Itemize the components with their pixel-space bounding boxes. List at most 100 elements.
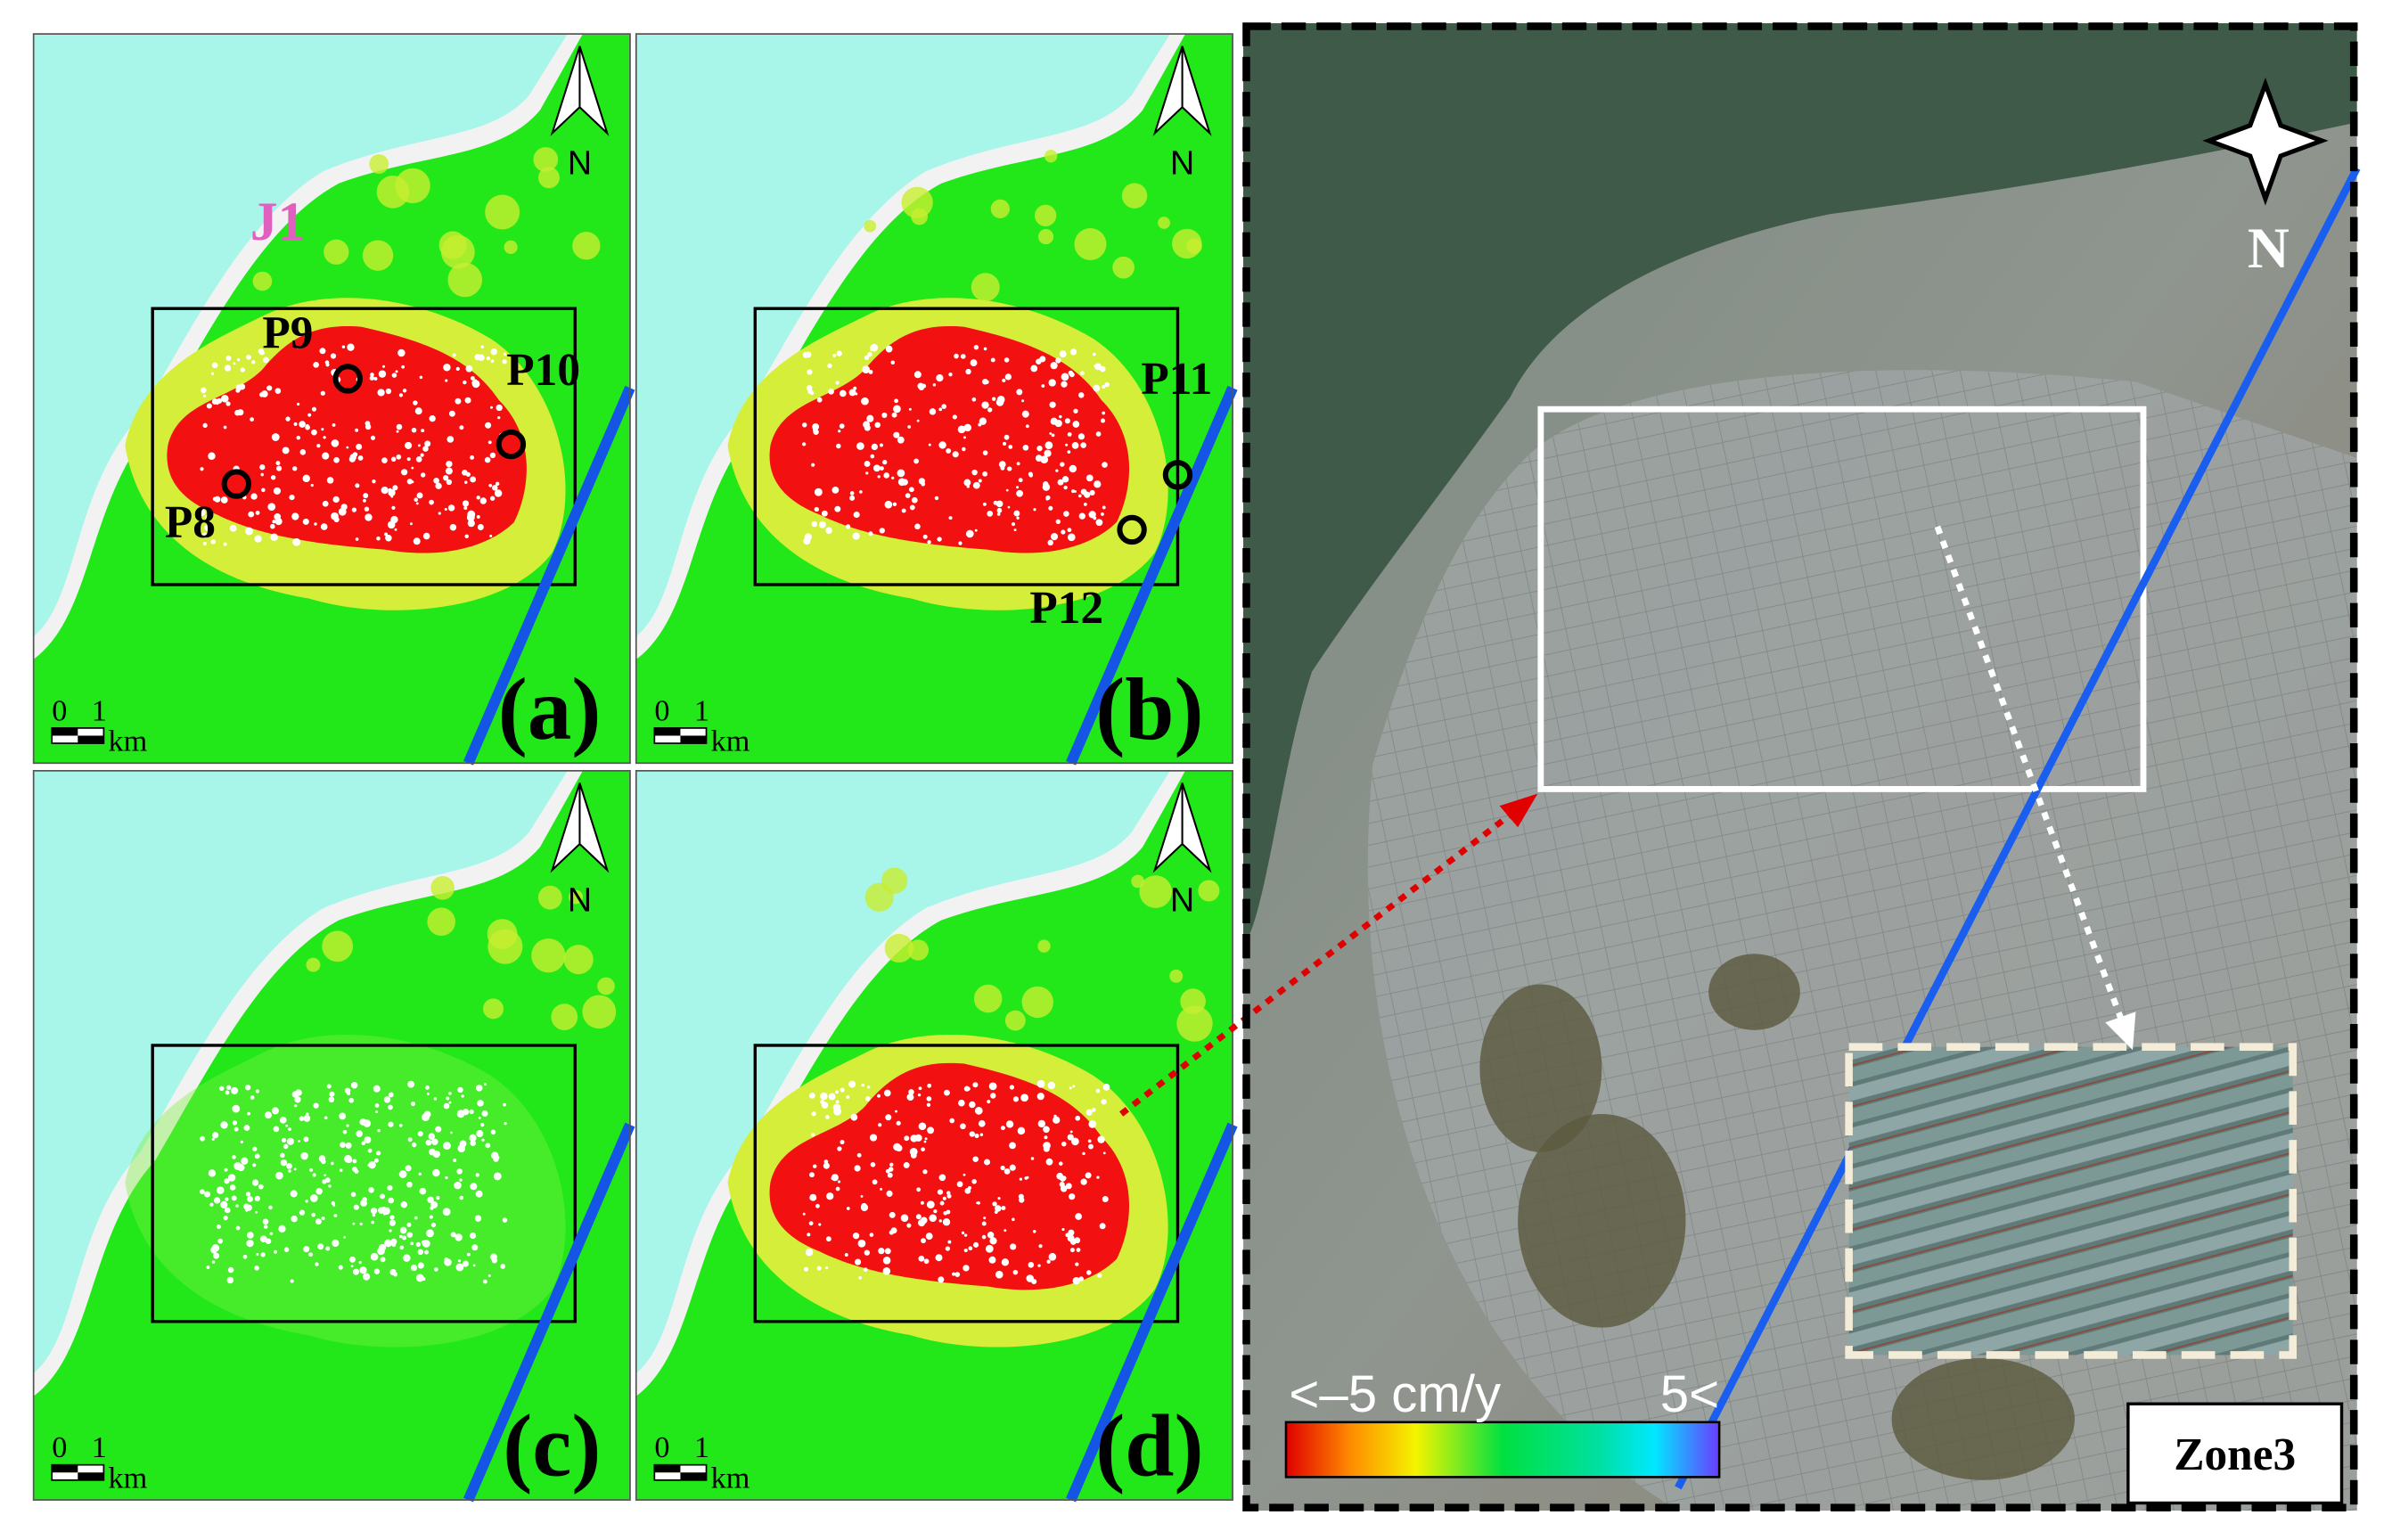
speckle	[1002, 441, 1007, 446]
speckle	[865, 1096, 871, 1102]
speckle	[490, 405, 493, 409]
speckle	[837, 1146, 842, 1151]
speckle	[362, 1273, 371, 1281]
speckle	[861, 1083, 864, 1087]
speckle	[839, 423, 845, 430]
speckle	[974, 1106, 983, 1115]
speckle	[862, 365, 871, 374]
speckle	[840, 1140, 845, 1145]
speckle	[1061, 476, 1069, 483]
speckle	[370, 1208, 378, 1215]
speckle	[452, 353, 456, 357]
speckle	[810, 390, 815, 396]
speckle	[364, 506, 370, 512]
speckle	[1065, 443, 1069, 446]
speckle	[272, 520, 276, 524]
speckle	[200, 467, 204, 471]
speckle	[455, 1184, 459, 1188]
speckle	[225, 1197, 229, 1201]
speckle	[1041, 384, 1045, 388]
speckle	[289, 495, 295, 501]
speckle	[1016, 516, 1020, 520]
speckle	[436, 1195, 440, 1200]
speckle	[260, 472, 265, 477]
speckle	[233, 362, 236, 365]
land-patch	[990, 199, 1010, 218]
speckle	[420, 472, 426, 478]
speckle	[1085, 1270, 1092, 1275]
speckle	[864, 424, 871, 431]
speckle	[393, 1272, 398, 1277]
speckle	[392, 485, 398, 491]
speckle	[1028, 471, 1033, 477]
speckle	[429, 499, 434, 505]
fault-line	[463, 1122, 635, 1503]
land-patch	[1112, 256, 1135, 279]
speckle	[258, 1184, 264, 1190]
speckle	[963, 1233, 968, 1237]
speckle	[908, 487, 914, 493]
speckle	[1046, 1259, 1051, 1264]
speckle	[894, 398, 898, 404]
speckle	[356, 1130, 364, 1137]
speckle	[1063, 511, 1069, 517]
speckle	[448, 1101, 452, 1104]
land-patch	[597, 977, 615, 995]
region-label: J1	[250, 192, 306, 252]
speckle	[996, 512, 1001, 516]
speckle	[300, 1151, 308, 1160]
speckle	[410, 1264, 418, 1272]
speckle	[1096, 1175, 1100, 1179]
speckle	[971, 1178, 977, 1184]
colorbar-min: <–5 cm/y	[1289, 1365, 1501, 1423]
speckle	[1102, 1151, 1106, 1155]
speckle	[415, 502, 419, 505]
speckle	[960, 354, 966, 359]
speckle	[395, 370, 398, 373]
speckle	[361, 1141, 366, 1146]
speckle	[262, 1218, 269, 1225]
speckle	[911, 496, 918, 504]
speckle	[446, 436, 455, 443]
speckle	[286, 1162, 292, 1169]
fault-line	[1066, 1122, 1238, 1503]
speckle	[938, 1219, 942, 1223]
satellite-border	[1242, 22, 2358, 1511]
land-patch	[1139, 875, 1173, 908]
land-patch	[306, 957, 321, 972]
speckle	[809, 1193, 817, 1201]
speckle	[282, 446, 290, 455]
speckle	[1085, 1172, 1092, 1179]
speckle	[455, 366, 460, 371]
speckle	[339, 1112, 347, 1120]
scale-one: 1	[92, 1430, 107, 1464]
speckle	[374, 1103, 380, 1108]
speckle	[325, 1246, 331, 1251]
speckle	[355, 537, 359, 541]
speckle	[370, 373, 374, 377]
speckle	[1057, 479, 1064, 486]
speckle	[881, 412, 888, 418]
speckle	[897, 478, 906, 487]
speckle	[417, 444, 421, 447]
speckle	[1094, 480, 1102, 488]
speckle	[353, 1204, 359, 1210]
speckle	[202, 394, 207, 397]
speckle	[908, 407, 912, 411]
land-patch	[483, 998, 504, 1020]
speckle	[488, 483, 493, 487]
speckle	[839, 389, 847, 397]
speckle	[333, 456, 340, 463]
speckle	[1102, 462, 1108, 468]
speckle	[285, 416, 291, 422]
scale-zero: 0	[654, 1430, 669, 1464]
speckle	[448, 410, 455, 417]
speckle	[1073, 408, 1078, 414]
speckle	[288, 1169, 291, 1173]
speckle	[294, 1104, 298, 1108]
speckle	[972, 1241, 979, 1248]
speckle	[1038, 1244, 1043, 1249]
speckle	[303, 1115, 311, 1122]
speckle	[425, 1139, 432, 1146]
speckle	[872, 464, 881, 472]
